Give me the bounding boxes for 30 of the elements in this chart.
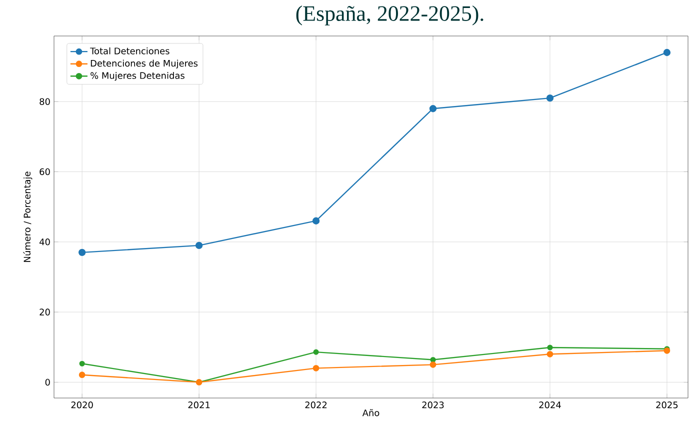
y-tick-label: 0 (45, 378, 50, 386)
x-tick-label: 2025 (656, 402, 678, 408)
legend-label: Total Detenciones (90, 47, 170, 54)
point (547, 344, 553, 350)
point (429, 105, 437, 112)
point (663, 48, 671, 56)
point (79, 360, 85, 366)
x-tick-label: 2021 (188, 402, 210, 408)
point (312, 217, 320, 224)
x-tick-label: 2023 (422, 402, 444, 408)
point (312, 364, 320, 372)
point (78, 372, 86, 378)
point (313, 349, 319, 355)
x-tick-label: 2024 (539, 402, 561, 408)
x-axis-title: Año (362, 409, 380, 416)
point (195, 242, 203, 249)
y-tick-label: 60 (40, 168, 50, 176)
legend-label: Detenciones de Mujeres (90, 60, 198, 68)
chart-title: (España, 2022-2025). (296, 6, 484, 26)
x-tick-label: 2020 (71, 402, 93, 408)
x-tick-label: 2022 (305, 402, 327, 408)
point (546, 350, 554, 358)
y-tick-label: 20 (40, 308, 50, 316)
y-tick-label: 40 (40, 238, 50, 246)
point (546, 94, 554, 102)
y-axis-title: Número / Porcentaje (23, 172, 32, 262)
legend-label: % Mujeres Detenidas (90, 72, 184, 81)
y-tick-label: 80 (40, 98, 50, 105)
point (430, 361, 436, 368)
point (78, 248, 86, 256)
